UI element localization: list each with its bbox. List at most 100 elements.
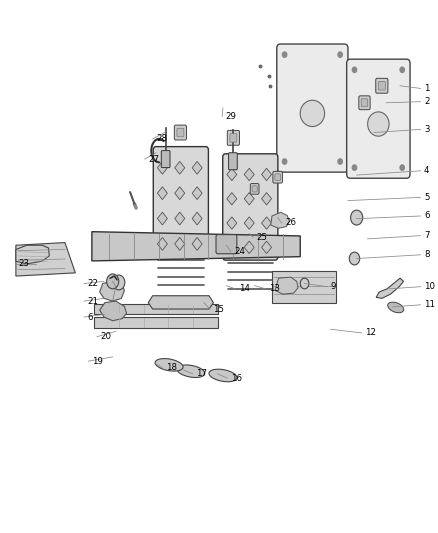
- Circle shape: [400, 67, 404, 72]
- Circle shape: [338, 52, 343, 58]
- Circle shape: [300, 278, 309, 289]
- Circle shape: [338, 159, 343, 164]
- Polygon shape: [227, 168, 237, 181]
- FancyBboxPatch shape: [216, 235, 237, 254]
- Text: 14: 14: [239, 284, 250, 293]
- Polygon shape: [94, 304, 218, 314]
- Circle shape: [349, 252, 360, 265]
- FancyBboxPatch shape: [174, 125, 187, 140]
- Polygon shape: [100, 301, 127, 321]
- Polygon shape: [244, 168, 254, 181]
- Polygon shape: [192, 187, 202, 199]
- Polygon shape: [227, 241, 237, 254]
- Text: 9: 9: [331, 282, 336, 291]
- Polygon shape: [376, 278, 403, 298]
- Polygon shape: [272, 271, 336, 303]
- Polygon shape: [100, 281, 124, 301]
- FancyBboxPatch shape: [275, 174, 280, 181]
- Text: 11: 11: [424, 300, 435, 309]
- Text: 16: 16: [231, 374, 242, 383]
- Text: 12: 12: [365, 328, 376, 337]
- Text: 3: 3: [424, 125, 429, 134]
- Polygon shape: [261, 192, 272, 205]
- Circle shape: [106, 274, 119, 289]
- Text: 28: 28: [156, 134, 167, 143]
- Polygon shape: [175, 187, 185, 199]
- Circle shape: [113, 275, 125, 290]
- Polygon shape: [175, 212, 185, 225]
- FancyBboxPatch shape: [359, 96, 370, 110]
- FancyBboxPatch shape: [273, 171, 283, 183]
- Polygon shape: [227, 192, 237, 205]
- Ellipse shape: [367, 112, 389, 136]
- Polygon shape: [244, 241, 254, 254]
- FancyBboxPatch shape: [227, 131, 240, 146]
- Polygon shape: [175, 161, 185, 174]
- Polygon shape: [192, 212, 202, 225]
- Text: 19: 19: [92, 357, 103, 366]
- Polygon shape: [155, 359, 183, 371]
- Text: 6: 6: [88, 312, 93, 321]
- Text: 20: 20: [101, 332, 112, 341]
- Text: 7: 7: [424, 231, 429, 240]
- Circle shape: [352, 67, 357, 72]
- Polygon shape: [157, 187, 167, 199]
- Circle shape: [352, 165, 357, 170]
- FancyBboxPatch shape: [161, 151, 170, 167]
- Text: 22: 22: [88, 279, 99, 288]
- Polygon shape: [192, 238, 202, 251]
- Text: 8: 8: [424, 251, 429, 260]
- Text: 26: 26: [285, 219, 296, 228]
- Polygon shape: [209, 369, 237, 382]
- Polygon shape: [157, 238, 167, 251]
- Circle shape: [283, 52, 287, 58]
- Text: 2: 2: [424, 97, 429, 106]
- FancyBboxPatch shape: [378, 82, 385, 90]
- Text: 5: 5: [424, 193, 429, 202]
- Polygon shape: [261, 168, 272, 181]
- FancyBboxPatch shape: [229, 153, 237, 169]
- Polygon shape: [157, 161, 167, 174]
- Ellipse shape: [388, 302, 404, 313]
- Text: 27: 27: [148, 155, 159, 164]
- Circle shape: [283, 159, 287, 164]
- Polygon shape: [148, 296, 213, 309]
- Text: 13: 13: [269, 284, 280, 293]
- Text: 24: 24: [234, 247, 245, 256]
- Ellipse shape: [300, 100, 325, 126]
- Polygon shape: [244, 192, 254, 205]
- FancyBboxPatch shape: [250, 183, 259, 194]
- FancyBboxPatch shape: [361, 99, 368, 107]
- Polygon shape: [175, 238, 185, 251]
- Text: 1: 1: [424, 84, 429, 93]
- Polygon shape: [16, 245, 49, 264]
- FancyBboxPatch shape: [252, 186, 257, 192]
- FancyBboxPatch shape: [177, 128, 184, 137]
- Text: 17: 17: [196, 369, 207, 378]
- FancyBboxPatch shape: [230, 134, 237, 142]
- Polygon shape: [275, 277, 298, 294]
- Circle shape: [400, 165, 404, 170]
- Text: 21: 21: [88, 296, 99, 305]
- Polygon shape: [16, 243, 75, 276]
- Text: 6: 6: [424, 212, 429, 221]
- FancyBboxPatch shape: [277, 44, 348, 172]
- Polygon shape: [177, 365, 205, 377]
- Polygon shape: [92, 232, 300, 261]
- Polygon shape: [192, 161, 202, 174]
- Text: 10: 10: [424, 282, 435, 291]
- FancyBboxPatch shape: [153, 147, 208, 257]
- FancyBboxPatch shape: [223, 154, 278, 260]
- Polygon shape: [271, 212, 290, 228]
- FancyBboxPatch shape: [346, 59, 410, 178]
- Polygon shape: [244, 217, 254, 229]
- Text: 18: 18: [166, 363, 177, 372]
- Polygon shape: [157, 212, 167, 225]
- Text: 29: 29: [226, 112, 237, 121]
- Text: 23: 23: [18, 260, 29, 268]
- Text: 15: 15: [213, 304, 224, 313]
- Polygon shape: [94, 317, 218, 328]
- Text: 4: 4: [424, 166, 429, 175]
- FancyBboxPatch shape: [376, 78, 388, 93]
- Circle shape: [350, 210, 363, 225]
